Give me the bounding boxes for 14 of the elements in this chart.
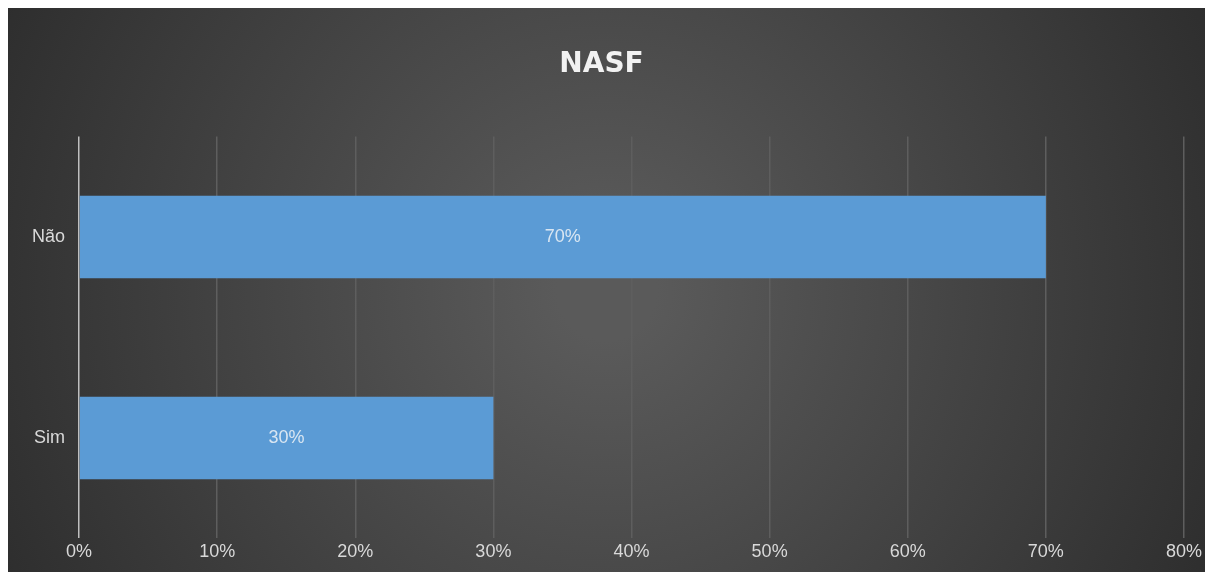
x-tick-label: 0% bbox=[66, 541, 93, 562]
x-tick-label: 20% bbox=[337, 541, 374, 562]
x-tick-label: 50% bbox=[751, 541, 788, 562]
y-tick-label: Sim bbox=[34, 426, 66, 447]
x-tick-label: 80% bbox=[1165, 541, 1202, 562]
x-tick-label: 40% bbox=[613, 541, 650, 562]
x-tick-label: 70% bbox=[1027, 541, 1064, 562]
x-tick-label: 60% bbox=[889, 541, 926, 562]
x-tick-label: 30% bbox=[475, 541, 512, 562]
data-label: 70% bbox=[544, 226, 581, 247]
data-label: 30% bbox=[268, 426, 305, 447]
chart-title: NASF bbox=[559, 46, 644, 80]
x-tick-label: 10% bbox=[199, 541, 236, 562]
y-tick-label: Não bbox=[31, 226, 66, 247]
